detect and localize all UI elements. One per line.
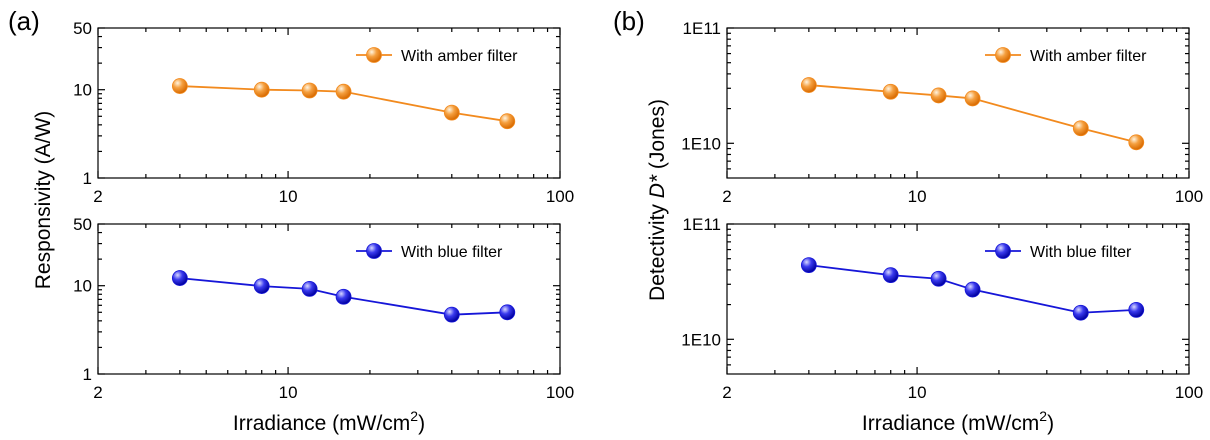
data-point [1072, 304, 1089, 321]
plot-frame [726, 27, 1190, 179]
data-point [964, 281, 981, 298]
subplot-1-1: 2 10 100 1E10 1E11 With blue filter [681, 215, 1203, 402]
y-tick-label: 1E10 [681, 134, 721, 153]
x-tick-label: 10 [279, 187, 298, 206]
subplot-0-1: 2 10 100 1 10 50 With blue filter [73, 215, 574, 402]
data-point [443, 104, 460, 121]
subplot-1-0: 2 10 100 1E10 1E11 With amber filter [681, 19, 1203, 206]
series-line [179, 277, 508, 316]
data-point [930, 87, 947, 104]
x-tick-label: 100 [546, 383, 574, 402]
data-point [253, 81, 270, 98]
data-point [930, 270, 947, 287]
data-point [1072, 120, 1089, 137]
x-tick-label: 100 [1175, 187, 1203, 206]
x-tick-label: 2 [722, 383, 731, 402]
data-point [171, 78, 188, 94]
subplot-0-0: 2 10 100 1 10 50 With amber filter [73, 19, 574, 206]
y-tick-label: 1E11 [683, 215, 721, 234]
legend-marker [995, 243, 1011, 259]
panel-label: (a) [8, 6, 40, 36]
y-tick-label: 50 [73, 19, 92, 38]
x-tick-label: 2 [722, 187, 731, 206]
y-axis-label: Detectivity D* (Jones) [646, 99, 669, 301]
plot-frame [726, 223, 1190, 375]
data-point [301, 281, 318, 297]
x-axis-label: Irradiance (mW/cm2) [862, 408, 1054, 435]
y-tick-label: 1E11 [683, 19, 721, 38]
y-tick-label: 10 [73, 81, 92, 100]
x-tick-label: 2 [93, 383, 102, 402]
legend-label: With blue filter [1030, 244, 1132, 261]
panel-label: (b) [613, 6, 645, 36]
y-tick-label: 1E10 [681, 330, 721, 349]
x-tick-label: 100 [1175, 383, 1203, 402]
data-point [1128, 301, 1145, 318]
legend-label: With blue filter [401, 244, 503, 261]
x-tick-label: 100 [546, 187, 574, 206]
series-line [808, 84, 1137, 144]
y-tick-label: 1 [83, 169, 92, 188]
x-tick-label: 2 [93, 187, 102, 206]
data-point [443, 306, 460, 323]
y-tick-label: 1 [83, 365, 92, 384]
data-point [882, 83, 899, 100]
data-point [800, 77, 817, 93]
x-tick-label: 10 [908, 383, 927, 402]
x-tick-label: 10 [908, 187, 927, 206]
data-point [335, 288, 352, 305]
legend-marker [366, 47, 382, 63]
data-point [499, 113, 516, 130]
data-point [253, 278, 270, 294]
series-line [179, 85, 508, 123]
legend-label: With amber filter [401, 48, 518, 65]
legend-marker [366, 243, 382, 259]
y-tick-label: 50 [73, 215, 92, 234]
x-tick-label: 10 [279, 383, 298, 402]
series-line [808, 264, 1137, 314]
data-point [800, 257, 817, 274]
x-axis-label: Irradiance (mW/cm2) [233, 408, 425, 435]
data-point [882, 267, 899, 284]
y-tick-label: 10 [73, 277, 92, 296]
data-point [171, 270, 188, 286]
data-point [301, 82, 318, 99]
data-point [335, 83, 352, 100]
legend-marker [995, 47, 1011, 63]
data-point [499, 304, 516, 321]
legend-label: With amber filter [1030, 48, 1147, 65]
data-point [1128, 134, 1145, 151]
y-axis-label: Responsivity (A/W) [32, 111, 55, 290]
data-point [964, 90, 981, 107]
